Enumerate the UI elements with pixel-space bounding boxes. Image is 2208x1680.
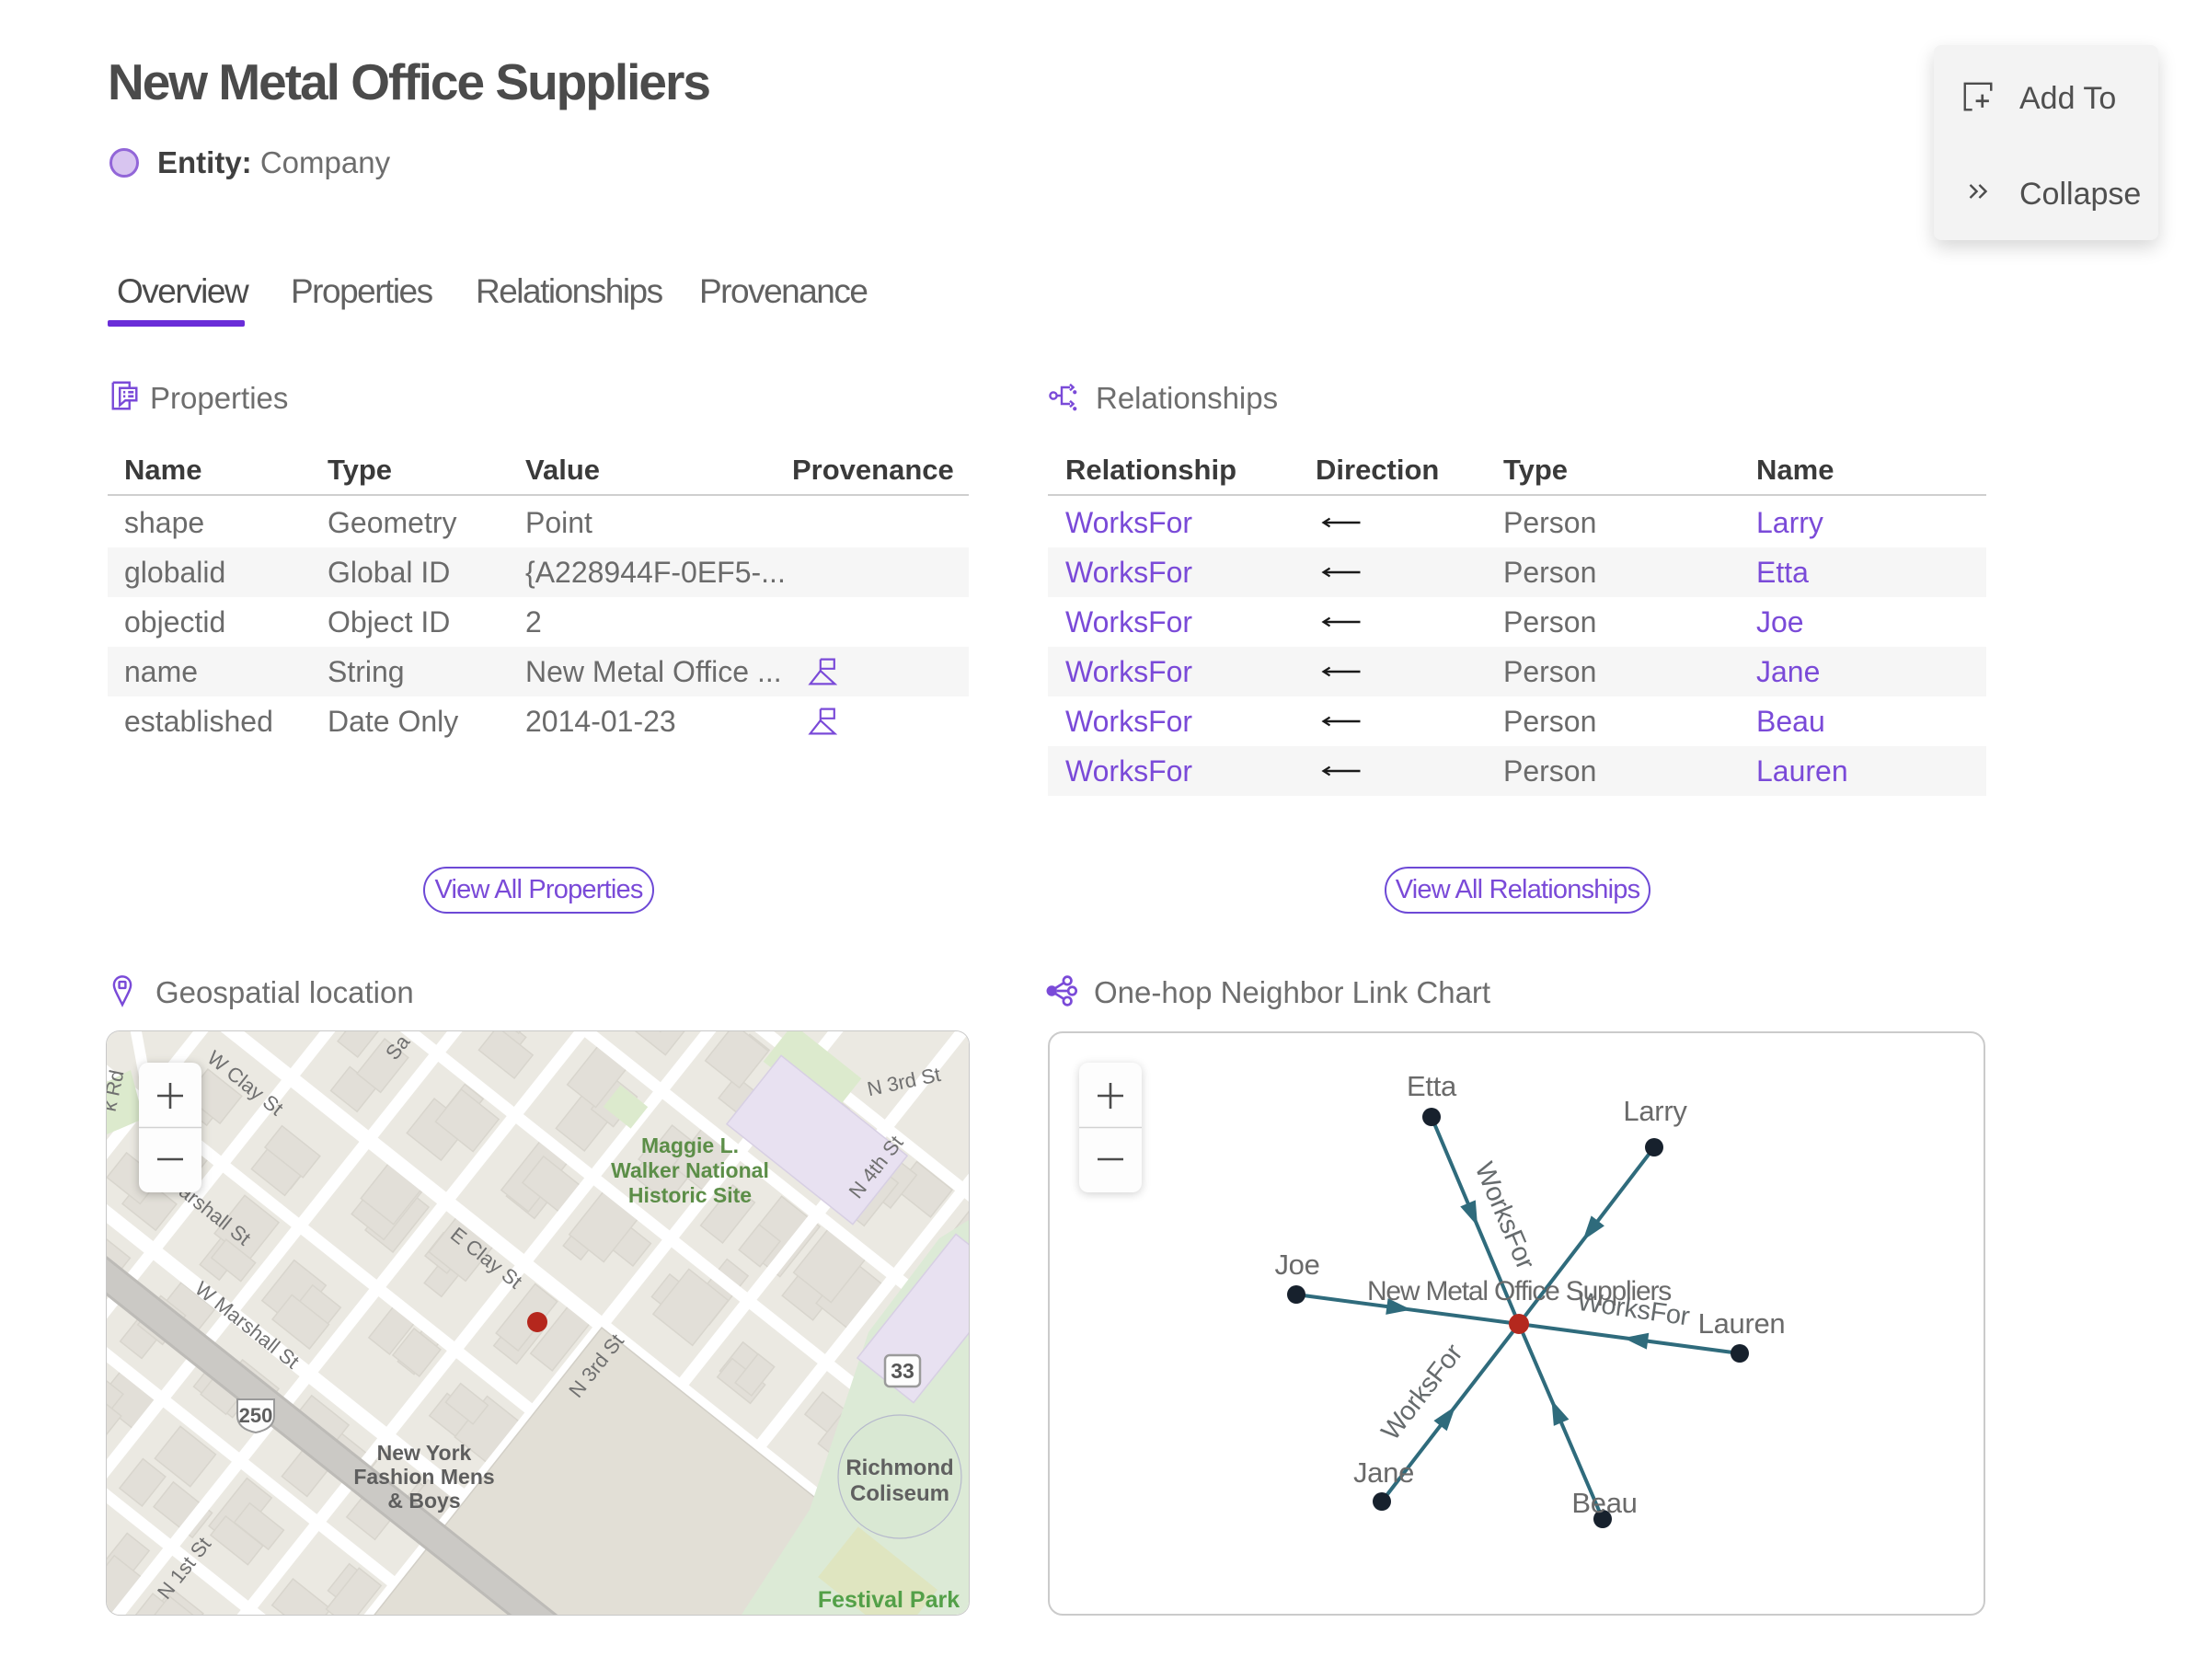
svg-text:WorksFor: WorksFor	[1469, 1158, 1541, 1274]
svg-text:Festival Park: Festival Park	[818, 1587, 960, 1613]
svg-text:Larry: Larry	[1623, 1095, 1687, 1127]
svg-text:New Metal Office Suppliers: New Metal Office Suppliers	[1367, 1276, 1671, 1306]
svg-text:Lauren: Lauren	[1698, 1307, 1786, 1340]
svg-text:33: 33	[891, 1359, 914, 1383]
svg-text:& Boys: & Boys	[387, 1489, 460, 1513]
svg-text:Historic Site: Historic Site	[628, 1183, 752, 1207]
svg-text:WorksFor: WorksFor	[1376, 1339, 1469, 1446]
svg-text:Joe: Joe	[1274, 1248, 1319, 1281]
svg-text:250: 250	[239, 1404, 273, 1427]
svg-text:New York: New York	[377, 1441, 472, 1465]
svg-text:Walker National: Walker National	[611, 1158, 769, 1182]
svg-text:Fashion Mens: Fashion Mens	[353, 1465, 494, 1489]
svg-text:Maggie L.: Maggie L.	[641, 1133, 739, 1157]
svg-text:Richmond: Richmond	[845, 1456, 953, 1480]
svg-text:Coliseum: Coliseum	[850, 1481, 949, 1506]
svg-text:Beau: Beau	[1571, 1487, 1637, 1519]
svg-text:Etta: Etta	[1407, 1070, 1457, 1102]
svg-text:Jane: Jane	[1353, 1456, 1414, 1489]
